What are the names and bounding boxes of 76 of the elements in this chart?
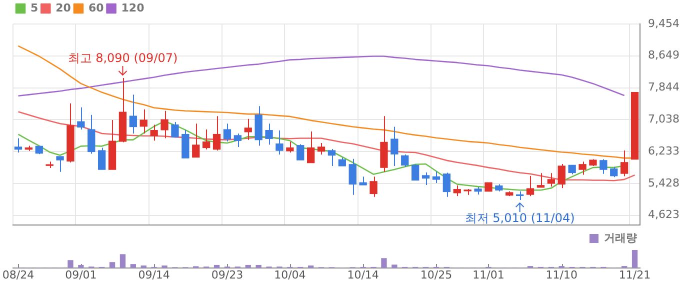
bar xyxy=(120,254,126,268)
legend-label: 20 xyxy=(56,1,72,14)
candlestick xyxy=(568,164,576,175)
candlestick xyxy=(14,138,22,154)
candlestick xyxy=(370,176,378,198)
y-tick-label: 6,233 xyxy=(648,144,680,158)
candlestick xyxy=(192,123,200,158)
candlestick xyxy=(56,156,64,172)
x-tick-label: 11/21 xyxy=(618,268,651,282)
candlestick xyxy=(212,116,221,152)
candlestick xyxy=(286,141,294,154)
candlestick xyxy=(536,172,545,188)
bar xyxy=(214,264,220,268)
x-tick-label: 11/01 xyxy=(472,268,504,282)
candlestick xyxy=(296,144,304,161)
candlestick xyxy=(442,172,451,198)
legend-label: 거래량 xyxy=(604,231,637,244)
x-tick-label: 09/01 xyxy=(65,268,97,282)
candlestick xyxy=(265,123,273,146)
bar xyxy=(68,260,74,268)
y-tick-label: 8,649 xyxy=(648,48,680,62)
candlestick xyxy=(328,148,336,166)
bar xyxy=(78,264,84,268)
candlestick xyxy=(244,118,252,140)
legend-label: 60 xyxy=(88,1,104,14)
legend-label: 5 xyxy=(30,1,38,14)
candlestick xyxy=(348,158,356,196)
annotation: 최저 5,010 (11/04) xyxy=(464,211,575,226)
legend-label: 120 xyxy=(121,1,145,14)
candlestick xyxy=(600,158,608,174)
x-tick-label: 11/10 xyxy=(546,268,578,282)
bar xyxy=(245,264,251,268)
bar xyxy=(109,262,116,268)
annotation: 최고 8,090 (09/07) xyxy=(68,51,178,66)
x-tick-label: 10/14 xyxy=(347,268,379,282)
candlestick xyxy=(526,175,534,197)
candlestick xyxy=(129,94,138,134)
candlestick xyxy=(558,163,566,189)
candlestick xyxy=(202,129,210,150)
candlestick xyxy=(578,161,586,176)
candlestick xyxy=(77,106,85,130)
candlestick xyxy=(432,171,440,184)
candlestick xyxy=(411,164,420,181)
y-tick-label: 9,454 xyxy=(648,16,680,30)
bar xyxy=(256,264,262,268)
bar xyxy=(381,258,387,268)
candlestick xyxy=(620,150,628,177)
candlestick xyxy=(234,132,242,148)
bar xyxy=(130,264,136,268)
candlestick xyxy=(140,108,148,134)
y-tick-label: 5,428 xyxy=(648,176,680,190)
candlestick xyxy=(88,114,96,154)
x-tick-label: 08/24 xyxy=(2,268,34,282)
candlestick xyxy=(223,123,232,142)
candlestick xyxy=(306,131,315,164)
candlestick xyxy=(276,130,284,155)
bar xyxy=(632,250,638,268)
candlestick xyxy=(422,172,430,186)
candlestick xyxy=(401,154,409,168)
x-tick-label: 09/23 xyxy=(211,268,244,282)
candlestick xyxy=(453,184,461,197)
candlestick xyxy=(171,122,179,138)
x-tick-label: 10/04 xyxy=(274,268,306,282)
candlestick xyxy=(317,142,326,155)
x-tick-label: 09/14 xyxy=(138,268,170,282)
x-tick-label: 10/25 xyxy=(420,268,452,282)
y-tick-label: 4,623 xyxy=(648,208,680,222)
candlestick xyxy=(98,147,106,170)
candlestick xyxy=(610,166,618,178)
y-tick-label: 7,844 xyxy=(648,80,680,94)
bar xyxy=(392,264,398,268)
candlestick xyxy=(547,172,556,188)
y-tick-label: 7,038 xyxy=(648,112,680,126)
candlestick xyxy=(150,124,158,142)
candlestick xyxy=(390,126,398,166)
candlestick xyxy=(160,110,168,139)
